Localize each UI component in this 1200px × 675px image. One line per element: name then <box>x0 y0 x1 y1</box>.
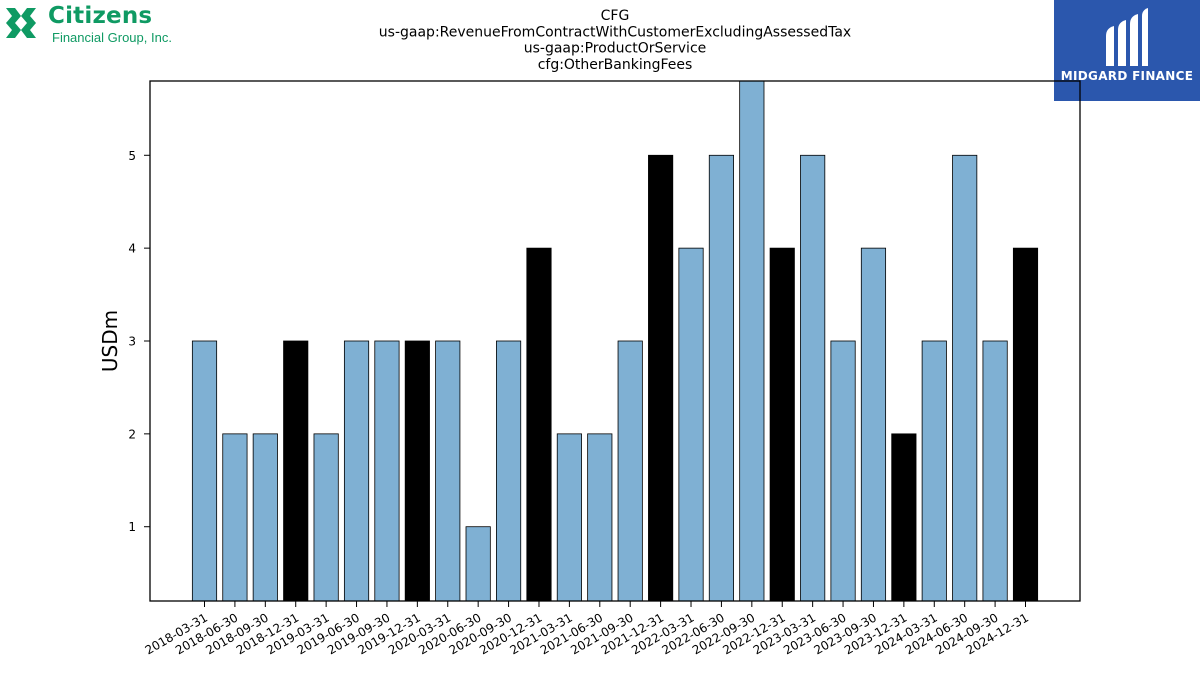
bar-2021-06-30 <box>587 433 613 602</box>
bar-2023-03-31 <box>800 154 826 602</box>
bar-2018-06-30 <box>222 433 248 602</box>
citizens-logo-subtitle: Financial Group, Inc. <box>52 30 172 45</box>
bar-2024-09-30 <box>982 340 1008 602</box>
y-tick-label: 4 <box>128 242 136 256</box>
x-axis: 2018-03-312018-06-302018-09-302018-12-31… <box>143 601 1031 657</box>
bar-2024-06-30 <box>952 154 978 602</box>
bar-2021-12-31 <box>648 154 674 602</box>
chart-title-line: us-gaap:RevenueFromContractWithCustomerE… <box>379 24 851 40</box>
bar-2020-12-31 <box>526 247 552 602</box>
bar-2023-09-30 <box>860 247 887 602</box>
y-axis: 1 2 3 4 5 <box>128 149 150 534</box>
citizens-logo: Citizens Financial Group, Inc. <box>4 3 194 48</box>
bar-2018-03-31 <box>191 340 218 602</box>
chart-title: CFGus-gaap:RevenueFromContractWithCustom… <box>379 8 851 73</box>
citizens-logo-icon <box>6 8 36 38</box>
bar-2019-12-31 <box>404 340 430 602</box>
midgard-logo-icon <box>1106 8 1148 66</box>
bar-2024-12-31 <box>1012 247 1039 602</box>
bar-2019-06-30 <box>343 340 370 602</box>
bars <box>191 80 1039 602</box>
y-axis-label: USDm <box>98 310 122 372</box>
y-tick-label: 2 <box>128 427 136 441</box>
y-tick-label: 3 <box>128 335 136 349</box>
chart-title-line: CFG <box>601 8 630 24</box>
y-tick-label: 1 <box>128 520 136 534</box>
bar-2019-09-30 <box>374 340 400 602</box>
bar-2023-12-31 <box>891 433 917 602</box>
bar-2022-03-31 <box>678 247 704 602</box>
chart-title-line: us-gaap:ProductOrService <box>524 41 707 57</box>
bar-2022-12-31 <box>769 247 795 602</box>
chart-title-line: cfg:OtherBankingFees <box>538 57 693 73</box>
bar-2020-03-31 <box>435 340 461 602</box>
bar-2018-12-31 <box>283 340 309 602</box>
bar-2024-03-31 <box>921 340 947 602</box>
bar-2022-09-30 <box>739 80 765 602</box>
bar-2019-03-31 <box>313 433 339 602</box>
bar-2022-06-30 <box>708 154 734 602</box>
y-tick-label: 5 <box>128 149 136 163</box>
citizens-logo-name: Citizens <box>48 3 153 29</box>
bar-2021-09-30 <box>617 340 643 602</box>
midgard-finance-logo: MIDGARD FINANCE <box>1054 0 1200 101</box>
bar-2023-06-30 <box>830 340 856 602</box>
bar-2020-06-30 <box>465 526 491 602</box>
bar-2021-03-31 <box>556 433 582 602</box>
bar-2018-09-30 <box>252 433 278 602</box>
midgard-logo-name: MIDGARD FINANCE <box>1060 69 1194 83</box>
bar-2020-09-30 <box>496 340 522 602</box>
